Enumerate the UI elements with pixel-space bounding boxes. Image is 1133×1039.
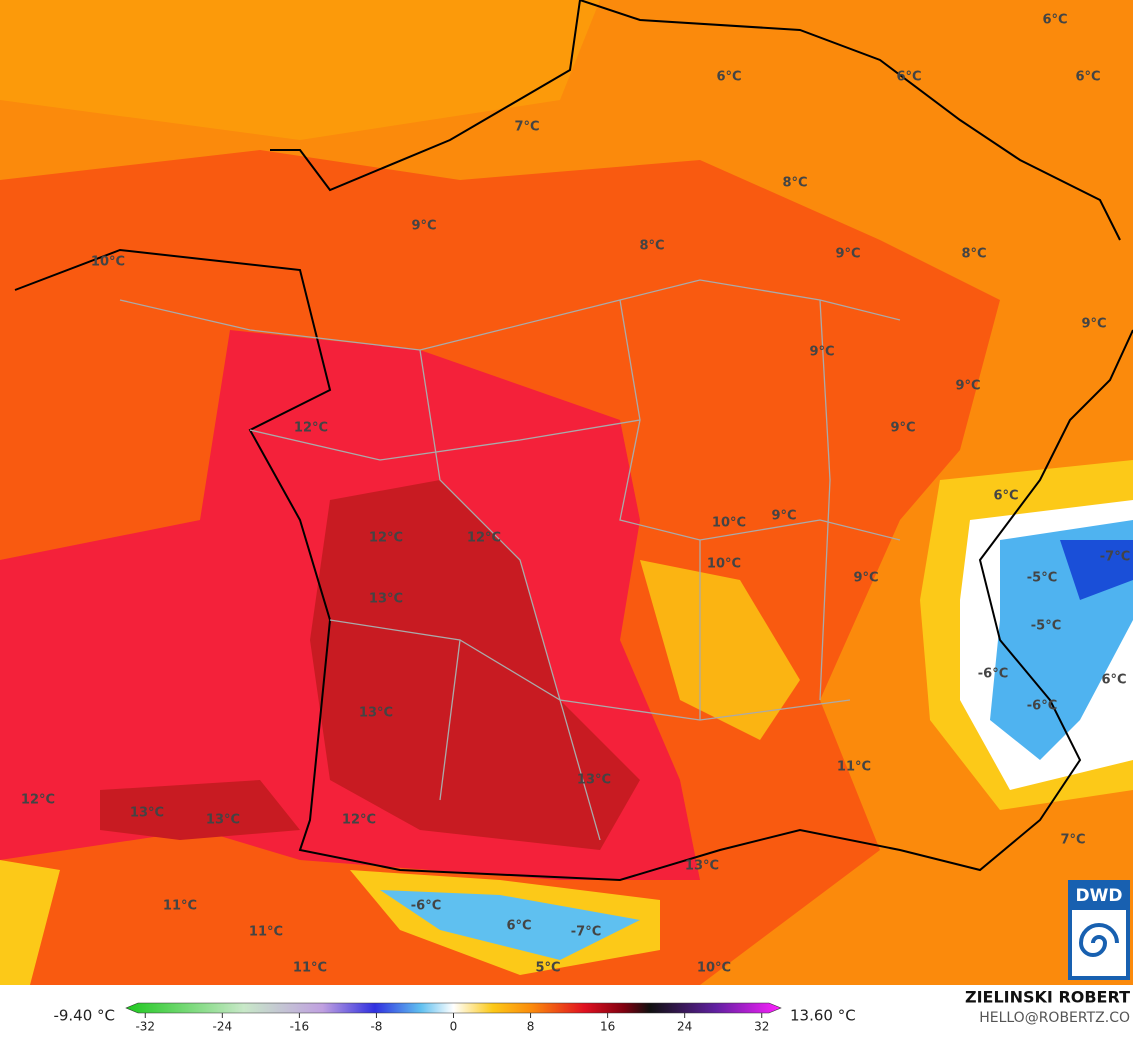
temperature-field (380, 890, 640, 960)
temperature-label: 10°C (712, 516, 746, 531)
temperature-label: 12°C (294, 421, 328, 436)
temperature-label: 7°C (1060, 833, 1085, 848)
temperature-label: 8°C (639, 239, 664, 254)
temperature-label: 12°C (467, 531, 501, 546)
temperature-label: -5°C (1031, 619, 1061, 634)
temperature-label: 6°C (716, 70, 741, 85)
temperature-label: 11°C (163, 899, 197, 914)
temperature-label: 6°C (506, 919, 531, 934)
temperature-labels: 6°C 6°C 6°C 6°C 7°C 8°C 9°C 8°C 9°C 8°C 10°C 9°C 9°C… (21, 13, 1130, 976)
coastline-border (14, 0, 1133, 882)
temperature-label: 6°C (896, 70, 921, 85)
temperature-label: 12°C (369, 531, 403, 546)
temperature-label: 9°C (809, 345, 834, 360)
temperature-label: 9°C (411, 219, 436, 234)
temperature-label: 9°C (853, 571, 878, 586)
map: 6°C 6°C 6°C 6°C 7°C 8°C 9°C 8°C 9°C 8°C 10°C 9°C 9°C… (0, 0, 1133, 985)
colorbar-tick-label: -32 (135, 1020, 155, 1034)
colorbar-tick-label: 8 (527, 1020, 535, 1034)
logo-text: DWD (1076, 886, 1123, 906)
temperature-label: 10°C (697, 961, 731, 976)
temperature-label: 10°C (707, 557, 741, 572)
temperature-label: 5°C (535, 961, 560, 976)
temperature-label: 11°C (249, 925, 283, 940)
colorbar-tick-label: -16 (290, 1020, 310, 1034)
logo-spiral (1078, 923, 1119, 957)
colorbar-tick-label: 24 (677, 1020, 692, 1034)
temperature-field (100, 780, 300, 840)
credit-name: ZIELINSKI ROBERT (965, 988, 1130, 1007)
temperature-field (0, 0, 600, 140)
temperature-label: 9°C (1081, 317, 1106, 332)
temperature-label: 9°C (835, 247, 860, 262)
temperature-label: 10°C (91, 255, 125, 270)
temperature-label: -7°C (1100, 550, 1130, 565)
temperature-label: 7°C (514, 120, 539, 135)
temperature-label: -6°C (1027, 699, 1057, 714)
colorbar-scale (125, 1002, 782, 1014)
temperature-field (0, 860, 60, 985)
temperature-label: -5°C (1027, 571, 1057, 586)
temperature-label: 11°C (837, 760, 871, 775)
colorbar-max: 13.60 °C (790, 1007, 856, 1025)
credit-contact: HELLO@ROBERTZ.CO (979, 1010, 1130, 1026)
temperature-label: 6°C (1101, 673, 1126, 688)
temperature-label: 8°C (961, 247, 986, 262)
colorbar-tick-label: 32 (754, 1020, 769, 1034)
colorbar-tick-label: 16 (600, 1020, 615, 1034)
temperature-label: 13°C (577, 773, 611, 788)
colorbar-min: -9.40 °C (53, 1007, 115, 1025)
temperature-label: 12°C (21, 793, 55, 808)
temperature-field (640, 560, 800, 740)
colorbar-tick-label: -24 (213, 1020, 233, 1034)
temperature-label: 6°C (993, 489, 1018, 504)
colorbar: -9.40 °C 13.60 °C -32 -24 -16 -8 0 8 16 24 32 (53, 1002, 856, 1034)
dwd-logo: DWD (1068, 880, 1130, 980)
temperature-label: 13°C (130, 806, 164, 821)
colorbar-tick-label: 0 (450, 1020, 458, 1034)
temperature-label: -6°C (411, 899, 441, 914)
temperature-label: -6°C (978, 667, 1008, 682)
temperature-label: 9°C (955, 379, 980, 394)
temperature-field (310, 480, 640, 850)
colorbar-tick-label: -8 (370, 1020, 382, 1034)
temperature-label: 8°C (782, 176, 807, 191)
region-borders (119, 279, 901, 841)
temperature-label: 6°C (1042, 13, 1067, 28)
temperature-label: 13°C (369, 592, 403, 607)
temperature-field (1060, 540, 1133, 600)
temperature-label: 12°C (342, 813, 376, 828)
temperature-label: 13°C (359, 706, 393, 721)
temperature-label: 9°C (771, 509, 796, 524)
temperature-label: 13°C (685, 859, 719, 874)
temperature-label: 9°C (890, 421, 915, 436)
temperature-label: 11°C (293, 961, 327, 976)
temperature-label: 6°C (1075, 70, 1100, 85)
temperature-label: -7°C (571, 925, 601, 940)
temperature-label: 13°C (206, 813, 240, 828)
